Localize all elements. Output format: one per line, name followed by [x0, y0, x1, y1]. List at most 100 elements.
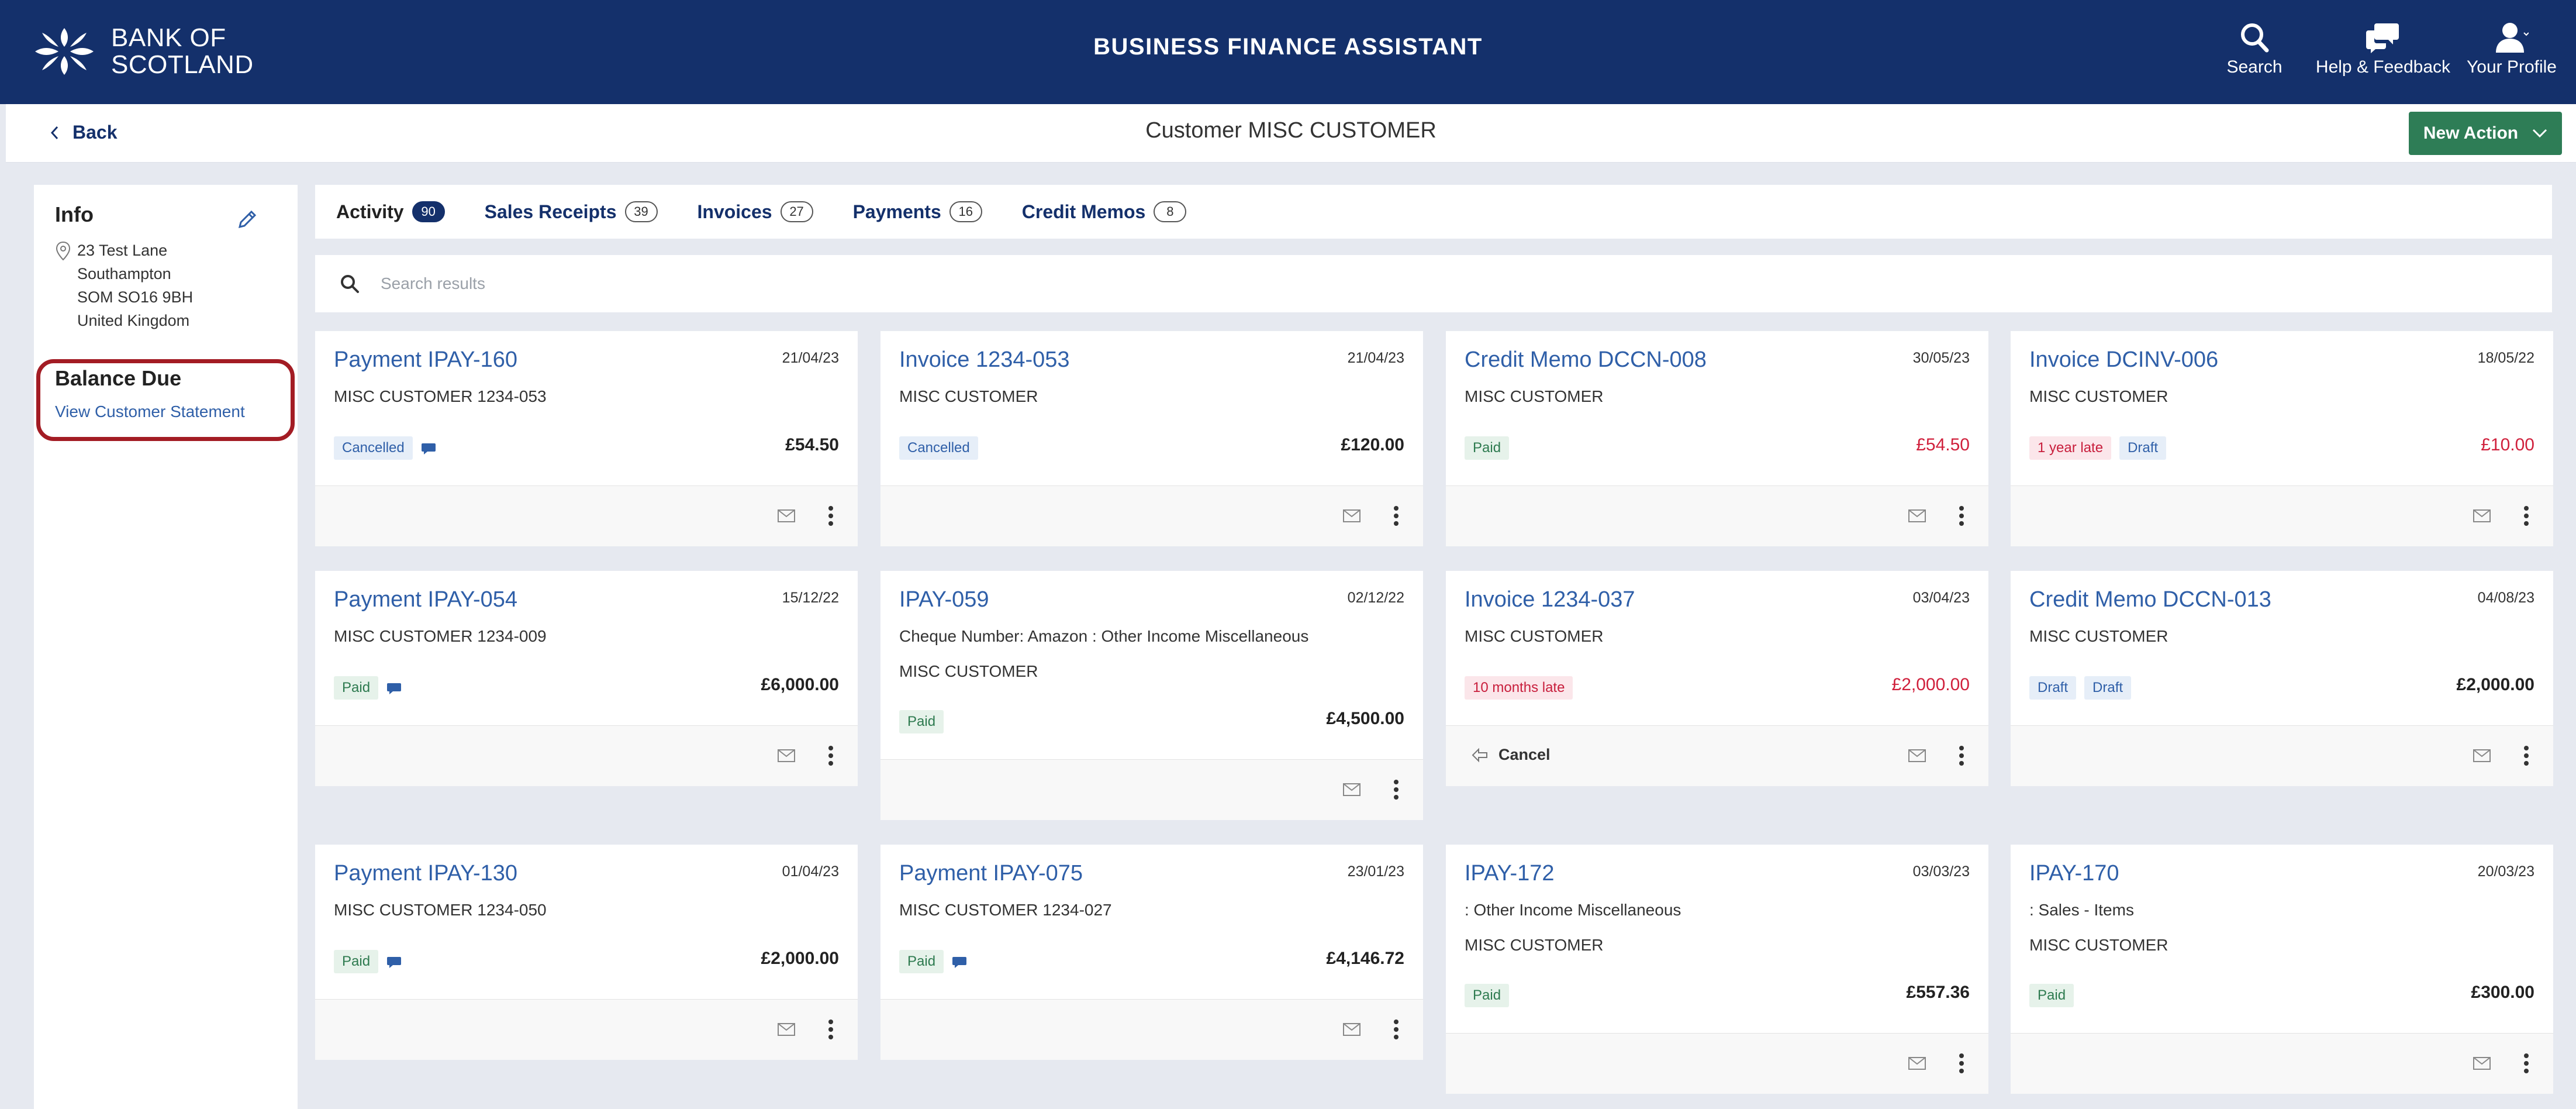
activity-card[interactable]: Invoice 1234-053 21/04/23 MISC CUSTOMER … [880, 331, 1423, 546]
more-vertical-icon[interactable] [2523, 745, 2530, 767]
card-title[interactable]: Payment IPAY-160 [334, 347, 518, 372]
view-statement-link[interactable]: View Customer Statement [55, 402, 245, 421]
more-vertical-icon[interactable] [1958, 505, 1965, 527]
activity-card[interactable]: Payment IPAY-075 23/01/23 MISC CUSTOMER … [880, 845, 1423, 1060]
activity-card[interactable]: Payment IPAY-160 21/04/23 MISC CUSTOMER … [315, 331, 858, 546]
more-vertical-icon[interactable] [1393, 505, 1400, 527]
card-description: MISC CUSTOMER 1234-027 [899, 901, 1112, 919]
activity-card[interactable]: Credit Memo DCCN-013 04/08/23 MISC CUSTO… [2011, 571, 2553, 786]
comment-icon[interactable] [952, 955, 967, 969]
card-title[interactable]: Payment IPAY-075 [899, 861, 1083, 886]
header-search-button[interactable]: Search [2196, 21, 2313, 77]
card-description: MISC CUSTOMER [2029, 387, 2168, 405]
comment-icon[interactable] [386, 955, 402, 969]
activity-card[interactable]: Payment IPAY-054 15/12/22 MISC CUSTOMER … [315, 571, 858, 786]
card-title[interactable]: IPAY-059 [899, 587, 989, 612]
more-vertical-icon[interactable] [1958, 1052, 1965, 1074]
comment-icon[interactable] [421, 441, 436, 455]
status-badge: Cancelled [334, 436, 413, 460]
card-title[interactable]: IPAY-170 [2029, 861, 2119, 886]
card-amount: £6,000.00 [761, 675, 839, 694]
more-vertical-icon[interactable] [2523, 1052, 2530, 1074]
card-title[interactable]: Invoice 1234-053 [899, 347, 1070, 372]
mail-icon[interactable] [777, 508, 796, 523]
comment-icon[interactable] [386, 681, 402, 695]
card-date: 15/12/22 [782, 590, 839, 606]
card-customer: MISC CUSTOMER [899, 662, 1038, 680]
card-footer [2011, 725, 2553, 786]
card-title[interactable]: Payment IPAY-130 [334, 861, 518, 886]
card-title[interactable]: Credit Memo DCCN-013 [2029, 587, 2271, 612]
card-footer [315, 485, 858, 546]
activity-card[interactable]: IPAY-172 03/03/23 : Other Income Miscell… [1446, 845, 1988, 1094]
card-footer [880, 999, 1423, 1060]
card-footer: Cancel [1446, 725, 1988, 786]
activity-card[interactable]: Payment IPAY-130 01/04/23 MISC CUSTOMER … [315, 845, 858, 1060]
activity-card[interactable]: Credit Memo DCCN-008 30/05/23 MISC CUSTO… [1446, 331, 1988, 546]
search-icon [2241, 23, 2269, 53]
tab-invoices[interactable]: Invoices 27 [697, 201, 813, 223]
back-link[interactable]: Back [50, 122, 118, 143]
mail-icon[interactable] [2473, 748, 2491, 763]
card-customer: MISC CUSTOMER [2029, 936, 2168, 954]
late-badge: 10 months late [1465, 676, 1573, 700]
card-amount: £54.50 [1916, 435, 1970, 454]
card-amount: £2,000.00 [761, 949, 839, 968]
mail-icon[interactable] [1908, 748, 1926, 763]
mail-icon[interactable] [1342, 782, 1361, 797]
card-title[interactable]: Invoice 1234-037 [1465, 587, 1635, 612]
card-date: 01/04/23 [782, 863, 839, 880]
card-footer [1446, 485, 1988, 546]
more-vertical-icon[interactable] [1958, 745, 1965, 767]
card-amount: £10.00 [2481, 435, 2534, 454]
mail-icon[interactable] [1342, 1022, 1361, 1037]
tab-activity[interactable]: Activity 90 [336, 201, 445, 223]
card-description: : Other Income Miscellaneous [1465, 901, 1681, 919]
mail-icon[interactable] [777, 748, 796, 763]
mail-icon[interactable] [1342, 508, 1361, 523]
card-title[interactable]: Payment IPAY-054 [334, 587, 518, 612]
card-title[interactable]: Invoice DCINV-006 [2029, 347, 2219, 372]
activity-card[interactable]: Invoice DCINV-006 18/05/22 MISC CUSTOMER… [2011, 331, 2553, 546]
card-title[interactable]: Credit Memo DCCN-008 [1465, 347, 1707, 372]
card-description: MISC CUSTOMER [1465, 387, 1604, 405]
card-title[interactable]: IPAY-172 [1465, 861, 1555, 886]
card-amount: £2,000.00 [1891, 675, 1970, 694]
sub-header: Back Customer MISC CUSTOMER New Action [6, 104, 2576, 163]
more-vertical-icon[interactable] [827, 505, 834, 527]
status-badge: Draft [2084, 676, 2132, 700]
tab-payments[interactable]: Payments 16 [853, 201, 982, 223]
mail-icon[interactable] [2473, 508, 2491, 523]
bank-logo[interactable]: BANK OF SCOTLAND [29, 23, 254, 80]
card-description: MISC CUSTOMER 1234-009 [334, 627, 547, 645]
activity-card[interactable]: IPAY-170 20/03/23 : Sales - Items MISC C… [2011, 845, 2553, 1094]
mail-icon[interactable] [1908, 1056, 1926, 1071]
more-vertical-icon[interactable] [827, 1018, 834, 1041]
profile-button[interactable]: Your Profile [2453, 21, 2570, 77]
top-header: BANK OF SCOTLAND BUSINESS FINANCE ASSIST… [0, 0, 2576, 104]
activity-card[interactable]: Invoice 1234-037 03/04/23 MISC CUSTOMER … [1446, 571, 1988, 786]
tab-credit-memos[interactable]: Credit Memos 8 [1022, 201, 1187, 223]
void-arrow-icon [1472, 748, 1487, 762]
status-badge: Paid [1465, 436, 1510, 460]
mail-icon[interactable] [1908, 508, 1926, 523]
new-action-button[interactable]: New Action [2409, 112, 2562, 155]
chevron-left-icon [50, 126, 58, 139]
card-footer [880, 485, 1423, 546]
card-description: MISC CUSTOMER [2029, 627, 2168, 645]
activity-card[interactable]: IPAY-059 02/12/22 Cheque Number: Amazon … [880, 571, 1423, 820]
search-input[interactable] [381, 267, 2485, 301]
status-badge: Paid [899, 950, 944, 973]
more-vertical-icon[interactable] [1393, 1018, 1400, 1041]
more-vertical-icon[interactable] [2523, 505, 2530, 527]
tab-count: 16 [949, 201, 982, 222]
pencil-edit-icon[interactable] [235, 208, 258, 232]
more-vertical-icon[interactable] [827, 745, 834, 767]
more-vertical-icon[interactable] [1393, 779, 1400, 801]
help-feedback-button[interactable]: Help & Feedback [2313, 21, 2453, 77]
cancel-invoice-button[interactable]: Cancel [1470, 746, 1551, 764]
mail-icon[interactable] [2473, 1056, 2491, 1071]
tab-sales-receipts[interactable]: Sales Receipts 39 [485, 201, 658, 223]
mail-icon[interactable] [777, 1022, 796, 1037]
info-title: Info [55, 202, 94, 226]
